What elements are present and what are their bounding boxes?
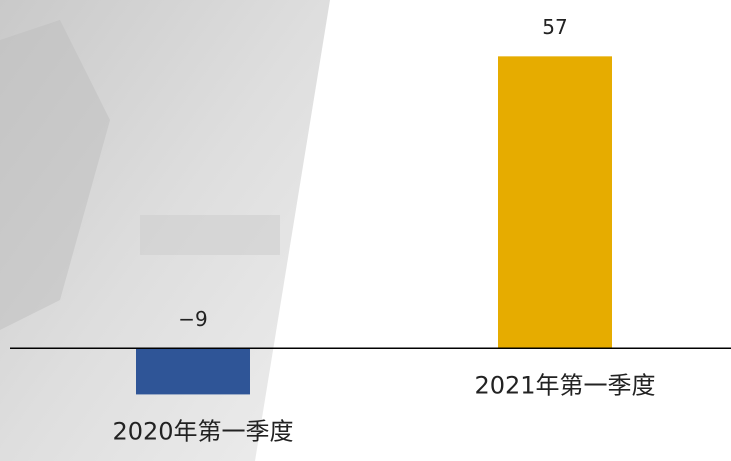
data-label: −9 bbox=[178, 307, 207, 331]
category-label: 2021年第一季度 bbox=[474, 371, 655, 399]
category-label: 2020年第一季度 bbox=[112, 417, 293, 445]
background-shape bbox=[0, 20, 110, 330]
data-label: 57 bbox=[542, 15, 567, 39]
background-shape bbox=[140, 215, 280, 255]
bar bbox=[498, 56, 612, 349]
bar bbox=[136, 348, 250, 395]
